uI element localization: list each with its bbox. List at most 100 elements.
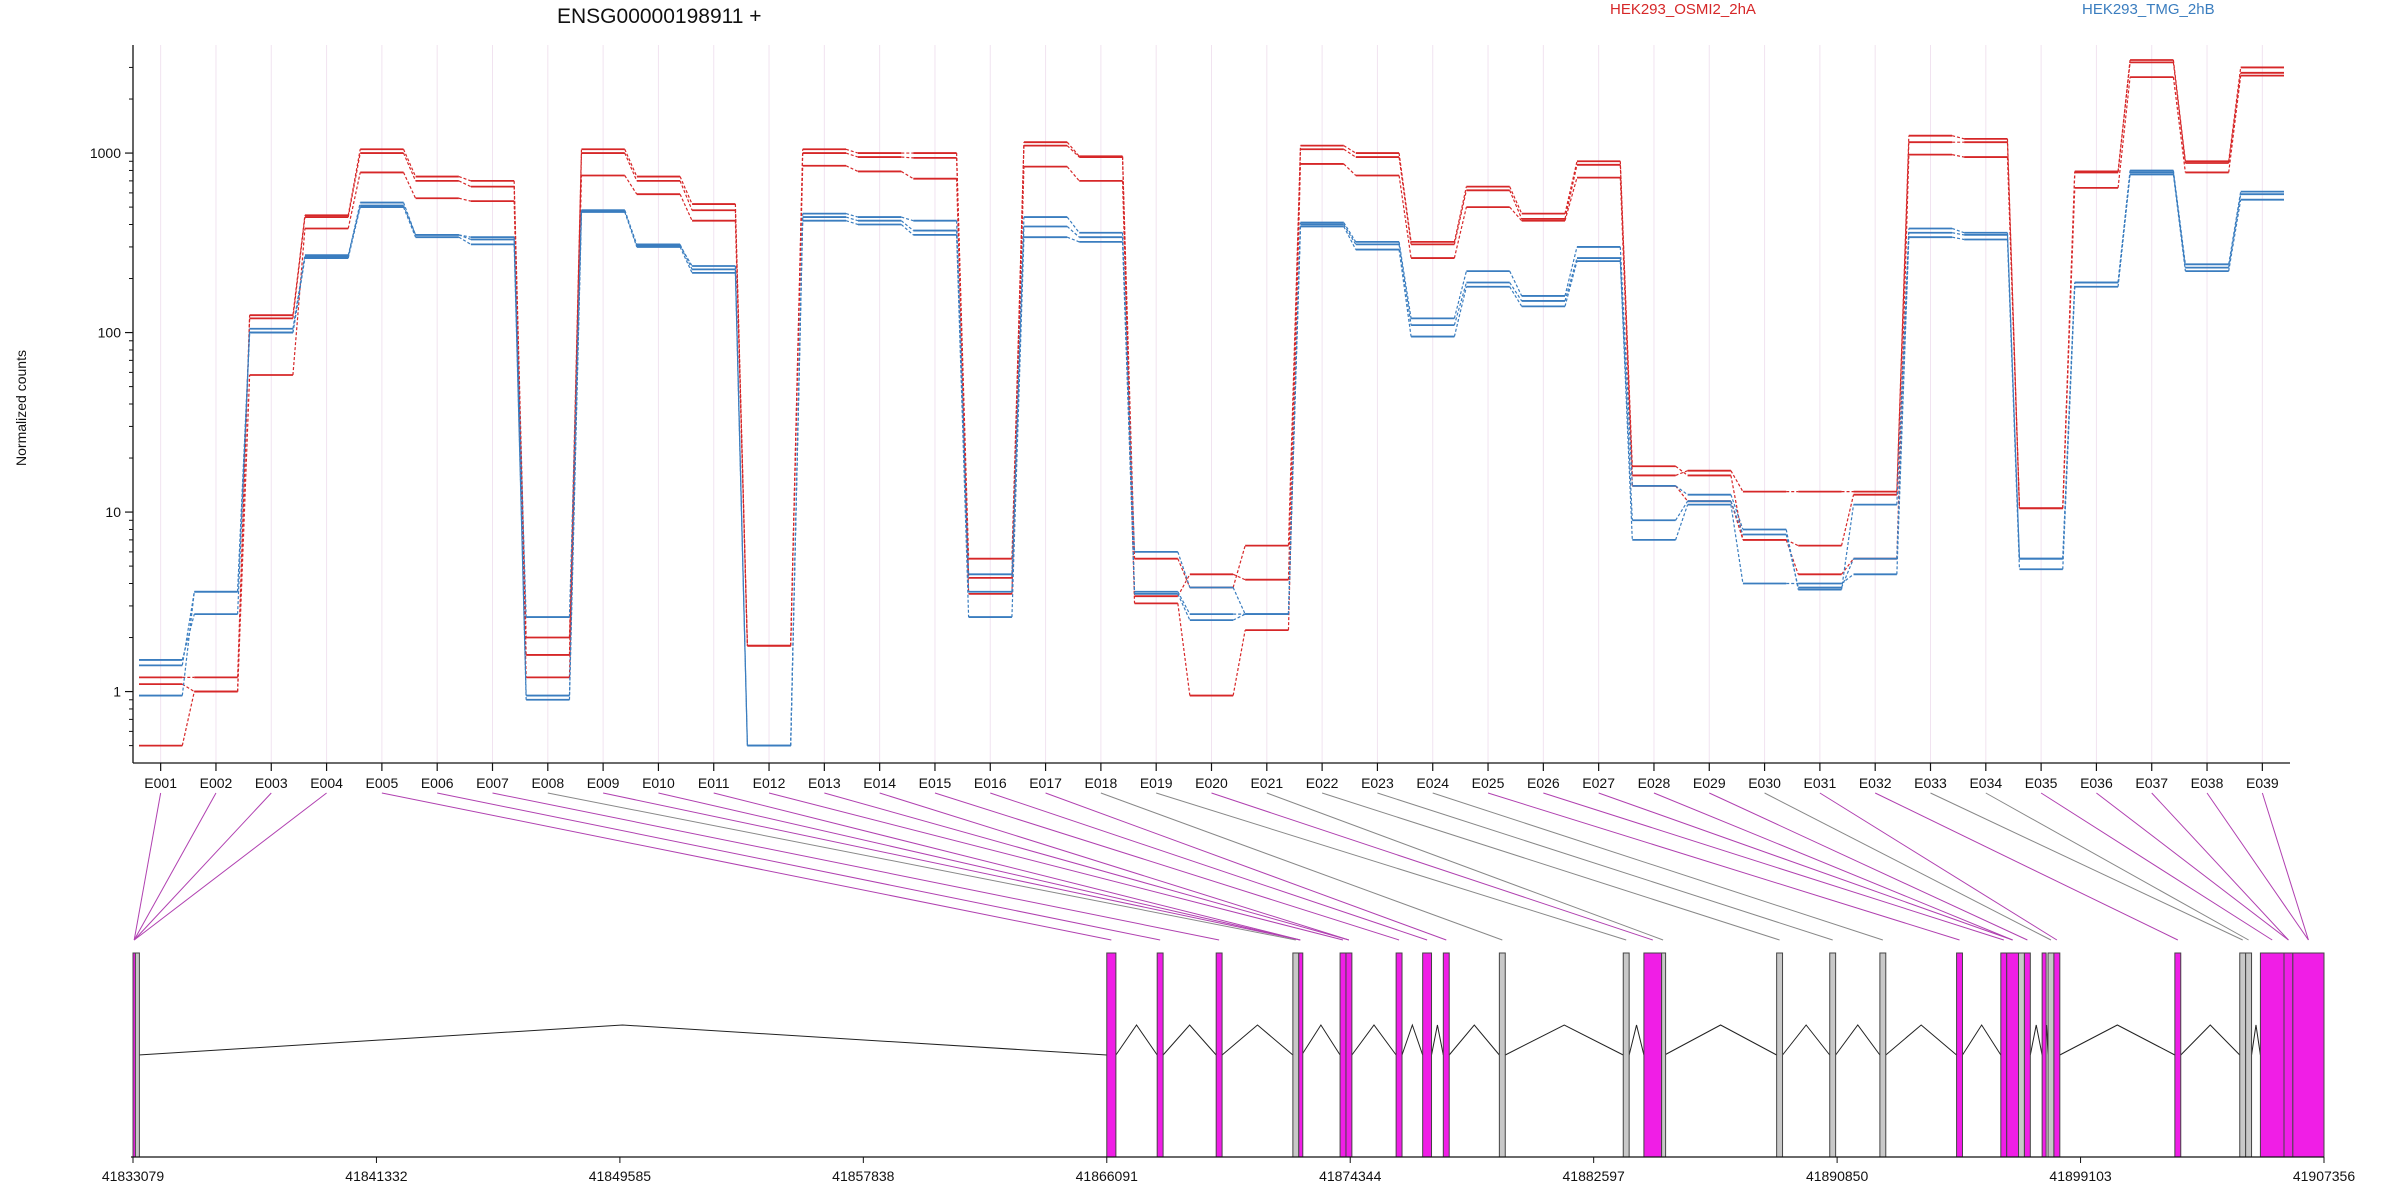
- exon-link-line: [2096, 792, 2289, 941]
- exon-box: [1829, 952, 1837, 1158]
- data-connector: [1287, 145, 1302, 546]
- exon-box: [2047, 952, 2055, 1158]
- data-connector: [900, 170, 914, 180]
- exon-label: E014: [863, 775, 896, 791]
- genome-coord-label: 41890850: [1806, 1168, 1869, 1184]
- data-connector: [1564, 177, 1578, 221]
- data-connector: [181, 591, 195, 696]
- exon-box: [1422, 952, 1433, 1158]
- data-connector: [1840, 494, 1855, 546]
- data-connector: [2228, 67, 2242, 162]
- exon-link-line: [1156, 792, 1627, 941]
- exon-label: E002: [200, 775, 233, 791]
- data-connector: [347, 206, 361, 259]
- data-connector: [1619, 164, 1633, 467]
- data-connector: [1619, 258, 1633, 521]
- data-connector: [1453, 282, 1467, 326]
- genome-coord-label: 41882597: [1563, 1168, 1626, 1184]
- exon-box: [1879, 952, 1887, 1158]
- exon-box: [2023, 952, 2031, 1158]
- data-connector: [458, 180, 472, 188]
- exon-link-line: [768, 792, 1344, 941]
- exon-label: E035: [2025, 775, 2058, 791]
- data-connector: [956, 153, 970, 578]
- exon-box: [2259, 952, 2285, 1158]
- data-connector: [402, 202, 417, 236]
- exon-link-line: [1764, 792, 2052, 941]
- data-connector: [1398, 175, 1412, 259]
- data-connector: [624, 152, 638, 182]
- genome-coord-label: 41833079: [102, 1168, 165, 1184]
- intron-line: [1664, 1024, 1777, 1056]
- exon-label: E005: [366, 775, 399, 791]
- data-connector: [1675, 465, 1688, 476]
- data-connector: [402, 205, 417, 236]
- exon-label: E020: [1195, 775, 1228, 791]
- series-control-5: [139, 169, 2284, 747]
- data-connector: [292, 256, 306, 333]
- y-tick-label: 100: [98, 325, 122, 341]
- data-connector: [845, 165, 859, 172]
- exon-box: [1622, 952, 1630, 1158]
- data-connector: [1011, 142, 1025, 578]
- data-connector: [1343, 226, 1357, 250]
- y-axis-label: Normalized counts: [13, 350, 29, 466]
- intron-line: [1962, 1024, 2002, 1056]
- data-connector: [1398, 241, 1412, 319]
- data-connector: [734, 204, 748, 646]
- exon-link-line: [713, 792, 1301, 941]
- data-connector: [402, 152, 417, 182]
- exon-link-line: [2261, 792, 2309, 941]
- data-connector: [1896, 142, 1910, 495]
- exon-link-line: [437, 792, 1161, 941]
- data-connector: [1509, 270, 1523, 297]
- data-connector: [1398, 244, 1412, 326]
- intron-line: [1115, 1024, 1158, 1056]
- exon-box: [2245, 952, 2253, 1158]
- data-connector: [568, 210, 583, 700]
- data-connector: [1675, 485, 1689, 502]
- exon-box: [2000, 952, 2008, 1158]
- data-connector: [292, 215, 306, 316]
- data-connector: [2172, 170, 2186, 265]
- data-connector: [679, 245, 693, 267]
- data-connector: [1730, 470, 1744, 492]
- data-connector: [2228, 191, 2242, 265]
- data-connector: [1730, 494, 1744, 530]
- exon-label: E008: [531, 775, 564, 791]
- intron-line: [1835, 1024, 1881, 1056]
- plot-area: 1 10 100 1000 E001 E002 E003 E004 E005 E006 E007 E0…: [90, 45, 2290, 791]
- exon-link-line: [1100, 792, 1503, 941]
- data-connector: [1564, 257, 1578, 302]
- data-connector: [1453, 206, 1467, 259]
- exon-link-line: [1985, 792, 2249, 941]
- exon-label: E029: [1693, 775, 1726, 791]
- intron-line: [1782, 1024, 1831, 1056]
- data-connector: [458, 234, 471, 238]
- data-connector: [1675, 504, 1689, 541]
- exon-link-line: [133, 792, 217, 941]
- data-connector: [1343, 163, 1357, 176]
- exon-link-line: [879, 792, 1350, 941]
- data-connector: [1730, 500, 1744, 535]
- data-connector: [1896, 228, 1910, 505]
- data-connector: [1564, 246, 1578, 297]
- exon-label: E012: [753, 775, 786, 791]
- data-connector: [1177, 603, 1191, 696]
- data-connector: [624, 210, 638, 246]
- data-connector: [1840, 504, 1855, 590]
- data-connector: [1121, 232, 1136, 552]
- data-connector: [2228, 199, 2242, 272]
- data-connector: [181, 591, 195, 666]
- data-connector: [1841, 558, 1855, 575]
- data-connector: [1952, 236, 1965, 241]
- exon-label: E021: [1250, 775, 1283, 791]
- exon-box: [2041, 952, 2047, 1158]
- exon-label: E010: [642, 775, 675, 791]
- exon-link-line: [133, 792, 327, 941]
- data-connector: [181, 613, 195, 661]
- exon-link-line: [547, 792, 1296, 941]
- exon-box: [1156, 952, 1164, 1158]
